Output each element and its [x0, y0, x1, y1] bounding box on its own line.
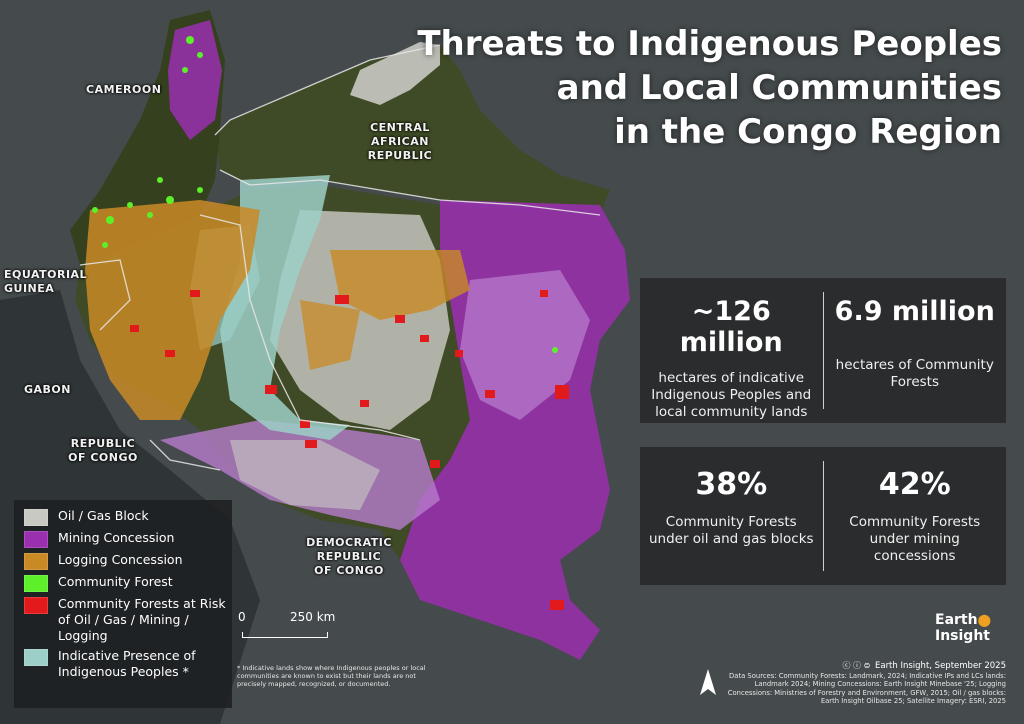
stat-cf-area-value: 6.9 million — [834, 296, 995, 327]
legend-item-mining: Mining Concession — [24, 530, 232, 548]
logging-west — [85, 200, 260, 420]
title-line3: in the Congo Region — [614, 112, 1002, 152]
stat-cf-oil: 38% Community Forests under oil and gas … — [640, 447, 823, 585]
label-central-african-republic: CENTRAL AFRICAN REPUBLIC — [360, 121, 440, 163]
label-roc-line1: REPUBLIC — [70, 437, 136, 450]
north-arrow-icon — [700, 669, 716, 695]
stat-cf-oil-text: Community Forests under oil and gas bloc… — [648, 514, 814, 547]
scale-start-label: 0 — [238, 610, 246, 624]
label-republic-of-congo: REPUBLIC OF CONGO — [68, 437, 138, 465]
stat-ipl-lands-value: ~126 million — [679, 296, 783, 358]
legend-label-mining: Mining Concession — [58, 530, 175, 545]
scale-bar: 0 250 km — [238, 610, 358, 640]
stat-cf-mining-text: Community Forests under mining concessio… — [849, 514, 981, 564]
stat-cf-oil-value: 38% — [695, 467, 768, 502]
legend-item-oil-gas: Oil / Gas Block — [24, 508, 232, 526]
legend-label-logging: Logging Concession — [58, 552, 183, 567]
stat-cf-area: 6.9 million hectares of Community Forest… — [824, 278, 1007, 423]
car-region — [215, 45, 610, 215]
data-sources: Data Sources: Community Forests: Landmar… — [727, 672, 1006, 705]
earth-insight-logo: Earth⬤ Insight — [935, 612, 1005, 644]
label-car-line2: AFRICAN — [371, 135, 429, 148]
stat-divider — [822, 292, 824, 409]
label-equatorial-guinea: EQUATORIAL GUINEA — [4, 268, 87, 296]
stat-cf-mining-value: 42% — [878, 467, 951, 502]
legend-item-indigenous: Indicative Presence of Indigenous People… — [24, 648, 232, 680]
label-car-line1: CENTRAL — [370, 121, 430, 134]
scale-end-label: 250 km — [290, 610, 336, 624]
label-drc-line2: REPUBLIC — [316, 550, 382, 563]
credit-line: ⓒ ⓘ ⊜ Earth Insight, September 2025 — [716, 660, 1006, 671]
label-eq-guinea-line2: GUINEA — [4, 282, 55, 295]
label-gabon: GABON — [24, 383, 71, 396]
community-forest-markers — [92, 36, 558, 353]
legend-label-oil-gas: Oil / Gas Block — [58, 508, 149, 523]
country-borders — [79, 44, 601, 471]
label-car-line3: REPUBLIC — [367, 149, 433, 162]
map-legend: Oil / Gas Block Mining Concession Loggin… — [14, 500, 232, 708]
legend-swatch-logging — [24, 553, 48, 570]
legend-label-community-forest: Community Forest — [58, 574, 173, 589]
legend-swatch-community-forest — [24, 575, 48, 592]
cameroon-mining — [168, 20, 222, 140]
stat-cf-mining: 42% Community Forests under mining conce… — [824, 447, 1007, 585]
logo-line1: Earth⬤ — [935, 612, 992, 628]
legend-swatch-oil-gas — [24, 509, 48, 526]
legend-label-at-risk: Community Forests at Risk of Oil / Gas /… — [58, 596, 226, 643]
logo-line2: Insight — [935, 628, 990, 644]
oil-gas-south — [230, 440, 380, 510]
map-title: Threats to Indigenous Peoples and Local … — [402, 22, 1002, 154]
label-drc-line3: OF CONGO — [314, 564, 384, 577]
footnote: * Indicative lands show where Indigenous… — [237, 664, 426, 688]
logging-patch-2 — [300, 300, 360, 370]
stat-ipl-lands: ~126 million hectares of indicative Indi… — [640, 278, 823, 423]
label-drc: DEMOCRATIC REPUBLIC OF CONGO — [304, 536, 394, 578]
legend-item-community-forest: Community Forest — [24, 574, 232, 592]
credit-text: Earth Insight, September 2025 — [874, 661, 1006, 671]
legend-swatch-indigenous — [24, 649, 48, 666]
legend-item-logging: Logging Concession — [24, 552, 232, 570]
creative-commons-icon: ⓒ ⓘ ⊜ — [842, 661, 871, 670]
location-pin-icon: ⬤ — [977, 613, 992, 627]
logging-central — [330, 250, 470, 320]
stat-cf-area-text: hectares of Community Forests — [835, 357, 994, 390]
label-roc-line2: OF CONGO — [68, 451, 138, 464]
legend-item-at-risk: Community Forests at Risk of Oil / Gas /… — [24, 596, 232, 644]
label-cameroon: CAMEROON — [86, 83, 162, 96]
stats-panel-top: ~126 million hectares of indicative Indi… — [640, 278, 1006, 423]
legend-swatch-mining — [24, 531, 48, 548]
car-oil-block — [350, 42, 440, 105]
mining-light-east — [460, 270, 590, 420]
stat-divider — [822, 461, 824, 571]
legend-label-indigenous: Indicative Presence of Indigenous People… — [58, 648, 196, 679]
scale-line — [242, 632, 328, 638]
label-drc-line1: DEMOCRATIC — [306, 536, 392, 549]
at-risk-markers — [130, 290, 569, 610]
title-line2: and Local Communities — [556, 68, 1002, 108]
stats-panel-bottom: 38% Community Forests under oil and gas … — [640, 447, 1006, 585]
label-eq-guinea-line1: EQUATORIAL — [4, 268, 88, 281]
title-line1: Threats to Indigenous Peoples — [417, 24, 1002, 64]
stat-ipl-lands-text: hectares of indicative Indigenous People… — [651, 370, 812, 420]
legend-swatch-at-risk — [24, 597, 48, 614]
